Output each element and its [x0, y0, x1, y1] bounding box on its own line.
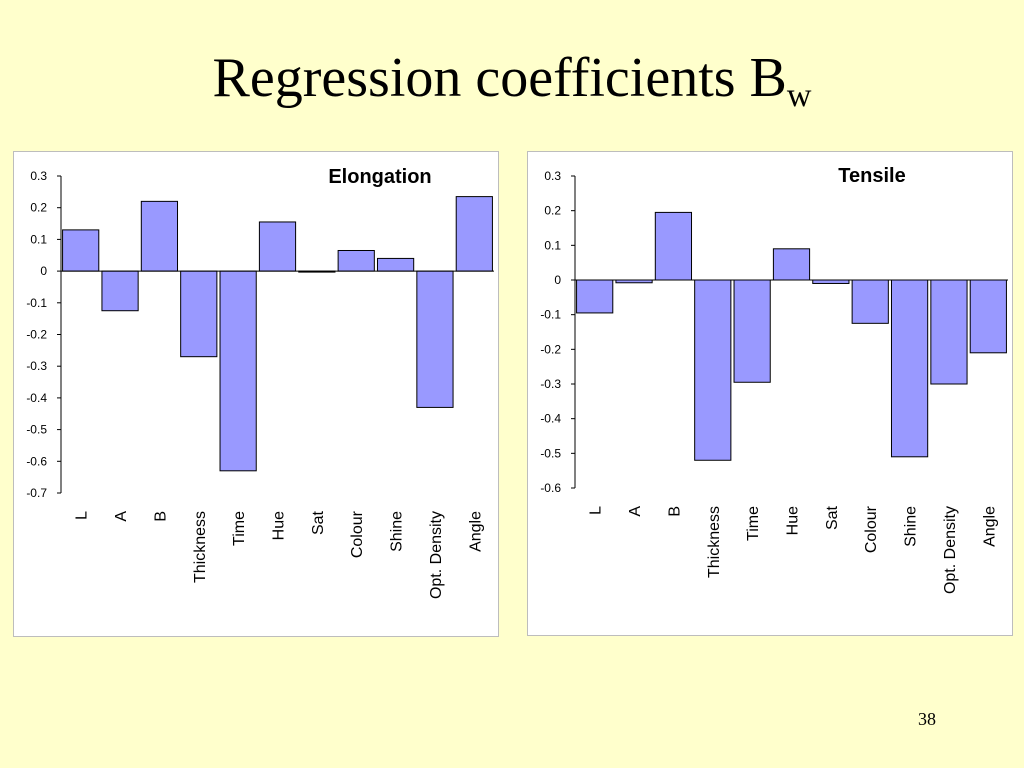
- elongation-category-label: Opt. Density: [428, 511, 445, 599]
- tensile-category-label: Time: [745, 506, 762, 541]
- elongation-y-tick-label: -0.2: [26, 328, 47, 342]
- elongation-category-label: Hue: [271, 511, 288, 540]
- elongation-bar-hue: [258, 221, 297, 272]
- tensile-bar-thickness: [694, 279, 732, 461]
- elongation-bar-a: [101, 270, 139, 312]
- elongation-y-tick-label: 0: [40, 264, 47, 278]
- tensile-bar-shine: [890, 279, 929, 458]
- tensile-bar-colour: [851, 279, 889, 324]
- tensile-bar-time: [733, 279, 771, 383]
- elongation-bar-angle: [455, 196, 493, 272]
- elongation-category-label: Sat: [310, 510, 327, 535]
- elongation-chart: Elongation 0.3 0.2 0.1 0 -0.1 -0.2 -0.3 -0.4 -0.5…: [26, 166, 494, 599]
- elongation-category-label: Colour: [349, 510, 366, 558]
- tensile-chart-panel: Tensile 0.3 0.2 0.1 0 -0.1 -0.2 -0.3 -0.4 -0.5 -0.…: [527, 151, 1013, 636]
- tensile-category-label: Angle: [981, 506, 998, 547]
- elongation-y-tick-label: -0.7: [26, 486, 47, 500]
- elongation-category-label: Shine: [389, 511, 406, 552]
- tensile-y-tick-label: -0.5: [540, 446, 561, 460]
- elongation-y-tick-label: 0.1: [30, 232, 47, 246]
- elongation-y-tick-label: -0.4: [26, 391, 47, 405]
- tensile-y-tick-label: -0.2: [540, 342, 561, 356]
- tensile-bar-angle: [969, 279, 1007, 354]
- tensile-y-tick-label: -0.1: [540, 308, 561, 322]
- elongation-y-tick-label: 0.2: [30, 201, 47, 215]
- elongation-category-label: L: [74, 511, 91, 520]
- elongation-y-tick-label: -0.6: [26, 454, 47, 468]
- tensile-category-label: Sat: [824, 505, 841, 530]
- tensile-category-label: Hue: [785, 506, 802, 535]
- elongation-bar-l: [62, 229, 100, 272]
- elongation-y-tick-label: -0.1: [26, 296, 47, 310]
- tensile-category-label: Colour: [863, 505, 880, 553]
- tensile-bar-b: [654, 211, 693, 281]
- slide-title-subscript: w: [786, 77, 812, 114]
- tensile-y-tick-label: -0.6: [540, 481, 561, 495]
- elongation-category-label: B: [152, 511, 169, 522]
- elongation-chart-title: Elongation: [328, 166, 431, 188]
- elongation-bar-thickness: [180, 270, 218, 358]
- tensile-y-tick-label: 0.3: [544, 169, 561, 183]
- elongation-bar-b: [140, 200, 179, 272]
- tensile-y-tick-label: -0.4: [540, 412, 561, 426]
- elongation-chart-panel: Elongation 0.3 0.2 0.1 0 -0.1 -0.2 -0.3 -0.4 -0.5…: [13, 151, 499, 637]
- tensile-y-tick-label: 0.2: [544, 204, 561, 218]
- elongation-bar-time: [219, 270, 257, 472]
- tensile-category-label: Shine: [903, 506, 920, 547]
- page-number: 38: [918, 709, 936, 729]
- elongation-category-label: Angle: [467, 511, 484, 552]
- elongation-bar-colour: [337, 249, 375, 272]
- tensile-category-label: B: [666, 506, 683, 517]
- elongation-y-tick-label: 0.3: [30, 169, 47, 183]
- slide-title-text: Regression coefficients B: [212, 47, 787, 109]
- tensile-y-tick-label: -0.3: [540, 377, 561, 391]
- tensile-category-label: Thickness: [706, 506, 723, 578]
- tensile-category-label: L: [588, 506, 605, 515]
- elongation-bar-opt-density: [416, 270, 454, 408]
- elongation-bar-shine: [376, 257, 415, 272]
- tensile-bar-l: [576, 279, 614, 314]
- elongation-y-tick-label: -0.5: [26, 423, 47, 437]
- elongation-category-label: Time: [231, 511, 248, 546]
- elongation-category-label: A: [113, 511, 130, 522]
- elongation-y-tick-label: -0.3: [26, 359, 47, 373]
- tensile-chart-title: Tensile: [838, 165, 905, 187]
- slide-title: Regression coefficients Bw: [0, 50, 1024, 113]
- elongation-category-label: Thickness: [192, 511, 209, 583]
- tensile-bar-sat: [812, 279, 850, 284]
- tensile-bar-hue: [772, 248, 811, 281]
- tensile-y-tick-label: 0: [554, 273, 561, 287]
- tensile-y-tick-label: 0.1: [544, 238, 561, 252]
- tensile-chart: Tensile 0.3 0.2 0.1 0 -0.1 -0.2 -0.3 -0.4 -0.5 -0.…: [540, 165, 1008, 594]
- tensile-category-label: Opt. Density: [942, 506, 959, 594]
- tensile-category-label: A: [627, 506, 644, 517]
- tensile-bar-opt-density: [930, 279, 968, 385]
